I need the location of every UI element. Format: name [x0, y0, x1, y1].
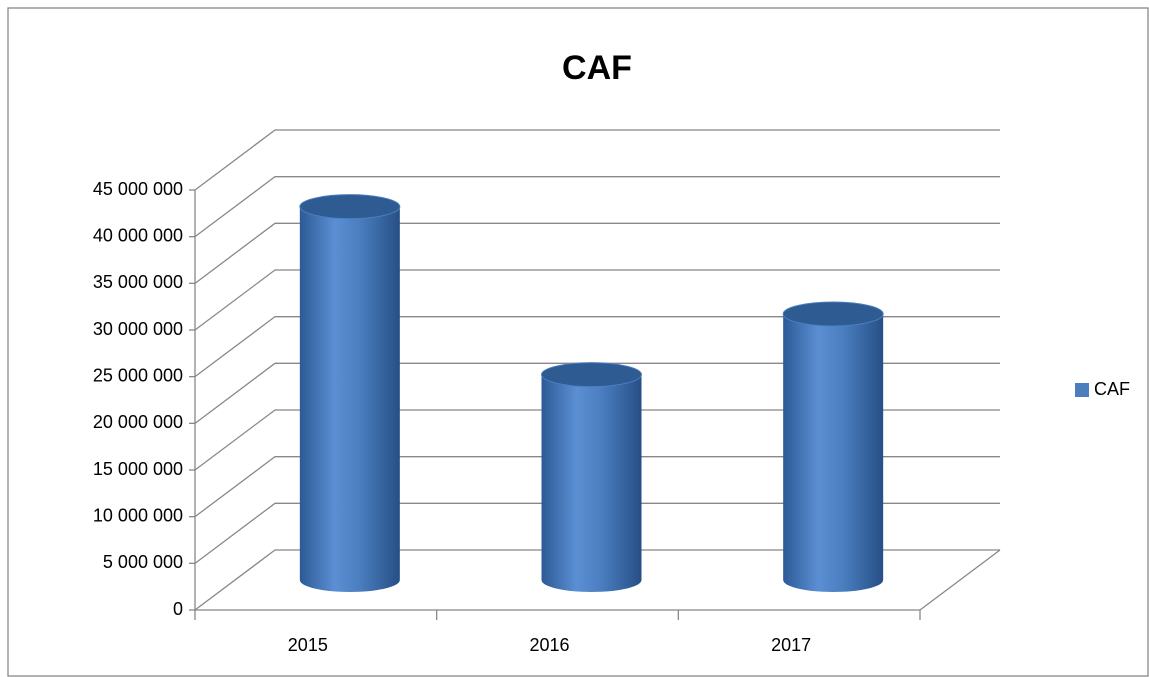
y-tick-label: 10 000 000 [93, 505, 183, 525]
grid-line [194, 549, 1000, 611]
grid-line [194, 502, 1000, 564]
grid-line [194, 409, 1000, 471]
grid-line [194, 316, 1000, 378]
bar-part [541, 362, 642, 388]
legend-label: CAF [1094, 379, 1130, 399]
y-tick-label: 40 000 000 [93, 225, 183, 245]
y-tick-label: 0 [173, 599, 183, 619]
y-tick-label: 5 000 000 [103, 552, 183, 572]
bar [299, 194, 401, 592]
y-tick-label: 25 000 000 [93, 365, 183, 385]
x-tick-label: 2015 [288, 635, 328, 655]
y-tick-label: 45 000 000 [93, 179, 183, 199]
bar-part [299, 206, 400, 592]
bar-part [541, 374, 642, 592]
chart-title: CAF [562, 49, 632, 87]
x-tick-label: 2017 [771, 635, 811, 655]
x-tick-label: 2016 [529, 635, 569, 655]
grid-line [194, 222, 1000, 284]
y-tick-label: 15 000 000 [93, 459, 183, 479]
grid-line [194, 176, 1000, 238]
grid-line [194, 269, 1000, 331]
y-tick-label: 20 000 000 [93, 412, 183, 432]
grid-line [194, 362, 1000, 424]
grid-line [194, 129, 1000, 191]
legend-swatch [1075, 383, 1089, 397]
y-tick-label: 30 000 000 [93, 319, 183, 339]
bar [541, 362, 642, 592]
bar-part [299, 194, 401, 220]
bar-part [783, 314, 884, 592]
bar-part [782, 301, 884, 327]
bar [782, 301, 884, 592]
grid-line [194, 456, 1000, 518]
y-tick-label: 35 000 000 [93, 272, 183, 292]
